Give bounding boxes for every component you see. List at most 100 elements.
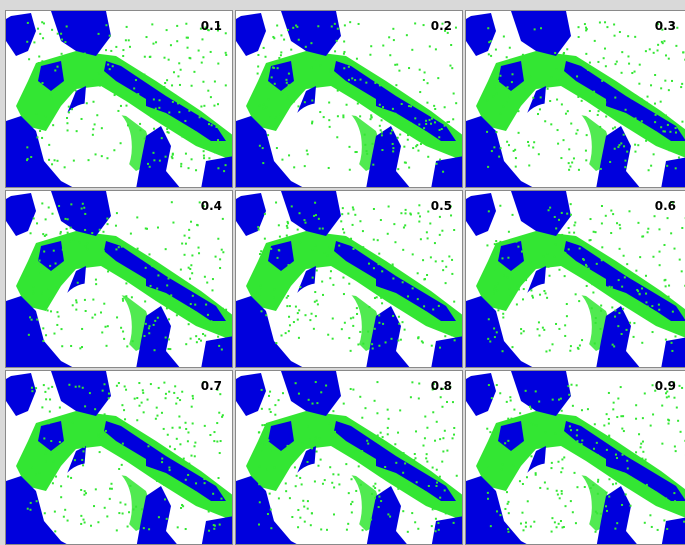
dot [116,385,118,387]
dot [45,115,47,117]
dot [351,501,353,503]
dot [96,82,98,84]
dot [103,250,105,252]
dot [491,397,493,399]
dot [595,231,597,233]
dot [105,430,107,432]
dot [356,58,358,60]
dot [343,53,345,55]
dot [397,432,399,434]
dot [516,303,518,305]
dot [581,100,583,102]
dot [153,292,155,294]
dot [191,272,193,274]
dot [202,333,204,335]
dot [256,98,258,100]
dot [326,529,328,531]
dot [211,124,213,126]
dot [35,473,37,475]
dot [430,256,432,258]
dot [603,424,605,426]
dot [400,339,402,341]
dot [283,39,285,41]
dot [42,327,44,329]
dot [203,150,205,152]
dot [135,79,137,81]
dot [376,412,378,414]
dot [442,269,444,271]
dot [348,79,350,81]
dot [26,146,28,148]
dot [654,470,656,472]
panel-label: 0.5 [431,199,452,213]
dot [191,158,193,160]
dot [579,88,581,90]
dot [623,145,625,147]
dot [432,308,434,310]
dot [419,215,421,217]
dot [342,207,344,209]
dot [93,101,95,103]
dot [327,334,329,336]
dot [342,114,344,116]
dot [551,76,553,78]
dot [43,22,45,24]
dot [352,209,354,211]
dot [198,252,200,254]
dot [225,32,227,34]
dot [533,521,535,523]
dot [628,210,630,212]
dot [166,29,168,31]
dot [98,33,100,35]
dot [304,521,306,523]
dot [367,443,369,445]
dot [506,491,508,493]
dot [264,424,266,426]
dot [668,285,670,287]
dot [600,168,602,170]
dot [670,232,672,234]
dot [61,328,63,330]
dot [343,67,345,69]
dot [507,276,509,278]
dot [356,307,358,309]
dot [426,461,428,463]
dot [610,210,612,212]
dot [367,331,369,333]
dot [225,84,227,86]
dot [158,387,160,389]
dot [495,240,497,242]
dot [376,296,378,298]
dot [568,162,570,164]
dot [299,242,301,244]
dot [84,53,86,55]
dot [372,143,374,145]
dot [532,297,534,299]
dot [49,298,51,300]
dot [436,485,438,487]
dot [394,241,396,243]
dot [43,437,45,439]
dot [548,209,550,211]
dot [531,295,533,297]
dot [486,99,488,101]
dot [654,103,656,105]
dot [613,345,615,347]
dot [354,214,356,216]
dot [612,483,614,485]
dot [597,114,599,116]
dot [282,392,284,394]
dot [81,328,83,330]
dot [194,445,196,447]
dot [561,493,563,495]
dot [407,134,409,136]
dot [95,279,97,281]
dot [262,108,264,110]
dot [66,68,68,70]
dot [608,110,610,112]
dot [517,246,519,248]
dot [79,347,81,349]
dot [157,227,159,229]
dot [407,139,409,141]
dot [421,490,423,492]
